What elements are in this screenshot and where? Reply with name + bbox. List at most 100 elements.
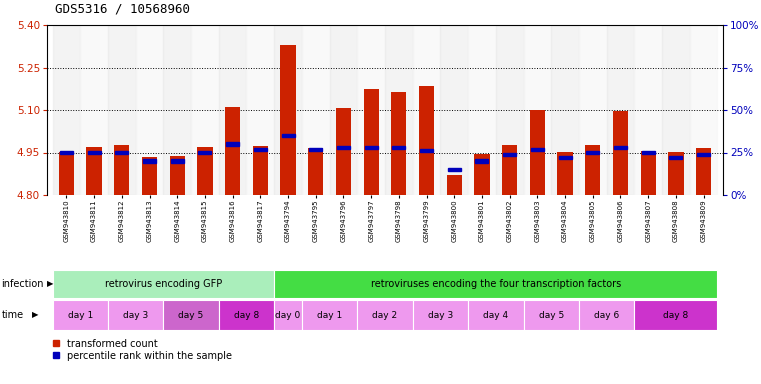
Bar	[551, 25, 579, 195]
Text: GDS5316 / 10568960: GDS5316 / 10568960	[55, 3, 189, 16]
Bar	[170, 156, 185, 195]
Bar	[412, 25, 441, 195]
Bar	[635, 300, 718, 330]
Text: day 5: day 5	[539, 311, 564, 319]
Bar	[365, 146, 377, 149]
Bar	[503, 153, 516, 156]
Bar	[87, 147, 102, 195]
Bar	[218, 300, 274, 330]
Bar	[579, 25, 607, 195]
Text: day 2: day 2	[372, 311, 397, 319]
Bar	[53, 300, 108, 330]
Bar	[142, 157, 157, 195]
Bar	[641, 151, 656, 195]
Bar	[697, 153, 710, 156]
Bar	[254, 147, 267, 151]
Bar	[668, 152, 683, 195]
Text: day 1: day 1	[317, 311, 342, 319]
Text: day 1: day 1	[68, 311, 93, 319]
Bar	[218, 25, 247, 195]
Bar	[302, 300, 358, 330]
Bar	[524, 25, 551, 195]
Bar	[412, 300, 468, 330]
Bar	[496, 25, 524, 195]
Text: day 6: day 6	[594, 311, 619, 319]
Bar	[358, 300, 412, 330]
Bar	[447, 175, 462, 195]
Bar	[60, 151, 73, 154]
Bar	[247, 25, 274, 195]
Bar	[108, 25, 135, 195]
Text: infection: infection	[2, 279, 44, 289]
Bar	[420, 149, 433, 152]
Bar	[530, 110, 545, 195]
Bar	[108, 300, 164, 330]
Bar	[53, 270, 274, 298]
Bar	[135, 25, 164, 195]
Bar	[468, 25, 496, 195]
Bar	[197, 147, 212, 195]
Bar	[330, 25, 358, 195]
Bar	[524, 300, 579, 330]
Text: ▶: ▶	[47, 280, 54, 288]
Bar	[337, 146, 350, 149]
Bar	[502, 146, 517, 195]
Bar	[309, 147, 322, 151]
Bar	[586, 151, 599, 154]
Text: day 5: day 5	[178, 311, 204, 319]
Bar	[164, 300, 218, 330]
Bar	[385, 25, 412, 195]
Bar	[53, 25, 80, 195]
Bar	[274, 25, 302, 195]
Text: day 3: day 3	[428, 311, 453, 319]
Bar	[191, 25, 218, 195]
Bar	[170, 159, 183, 162]
Bar	[689, 25, 718, 195]
Bar	[635, 25, 662, 195]
Bar	[441, 25, 468, 195]
Bar	[662, 25, 689, 195]
Bar	[447, 168, 460, 171]
Bar	[558, 152, 573, 195]
Bar	[226, 142, 239, 146]
Bar	[302, 25, 330, 195]
Bar	[199, 151, 212, 154]
Bar	[585, 146, 600, 195]
Text: retrovirus encoding GFP: retrovirus encoding GFP	[105, 279, 222, 289]
Bar	[114, 144, 129, 195]
Text: retroviruses encoding the four transcription factors: retroviruses encoding the four transcrip…	[371, 279, 621, 289]
Text: day 4: day 4	[483, 311, 508, 319]
Text: day 0: day 0	[275, 311, 301, 319]
Bar	[225, 107, 240, 195]
Bar	[274, 300, 302, 330]
Bar	[468, 300, 524, 330]
Bar	[642, 151, 654, 154]
Bar	[80, 25, 108, 195]
Bar	[253, 146, 268, 195]
Text: ▶: ▶	[32, 311, 39, 319]
Bar	[607, 25, 635, 195]
Bar	[670, 156, 683, 159]
Bar	[531, 147, 544, 151]
Bar	[116, 151, 129, 154]
Legend: transformed count, percentile rank within the sample: transformed count, percentile rank withi…	[52, 339, 232, 361]
Text: time: time	[2, 310, 24, 320]
Bar	[474, 154, 489, 195]
Bar	[614, 146, 627, 149]
Bar	[143, 159, 156, 162]
Bar	[282, 134, 295, 137]
Bar	[559, 156, 572, 159]
Bar	[579, 300, 635, 330]
Text: day 8: day 8	[234, 311, 259, 319]
Bar	[613, 111, 628, 195]
Bar	[391, 91, 406, 195]
Bar	[358, 25, 385, 195]
Bar	[476, 159, 489, 162]
Bar	[59, 152, 74, 195]
Bar	[280, 45, 296, 195]
Bar	[164, 25, 191, 195]
Bar	[364, 89, 379, 195]
Bar	[274, 270, 718, 298]
Bar	[393, 146, 406, 149]
Bar	[88, 151, 100, 154]
